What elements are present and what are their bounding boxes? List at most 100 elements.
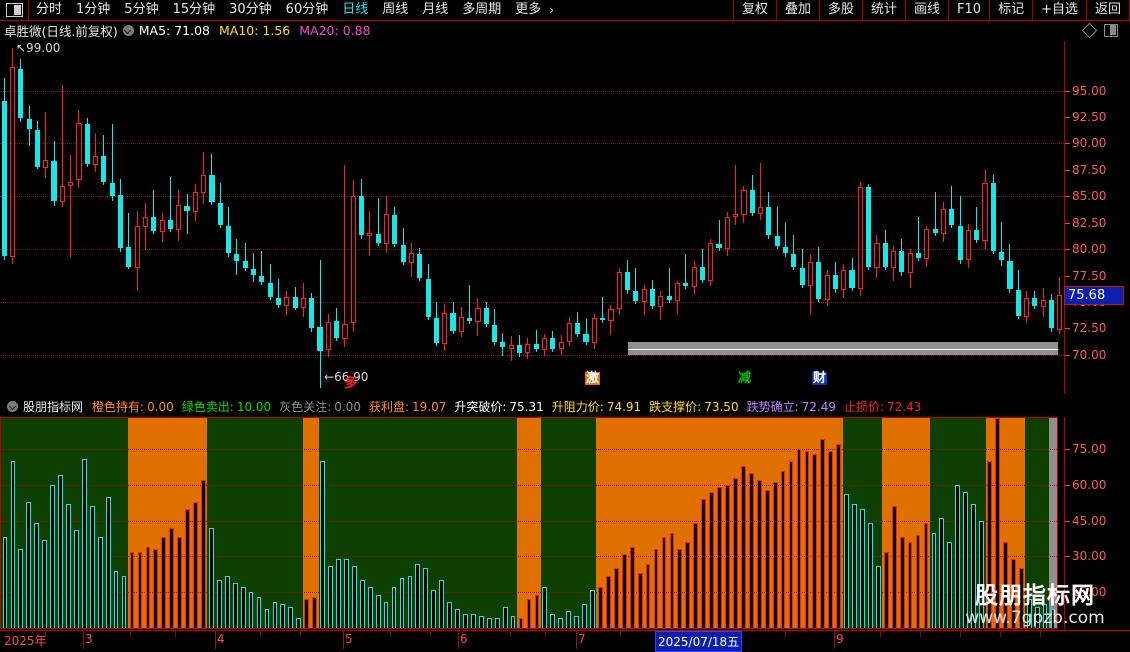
candle-body (683, 283, 689, 287)
volume-bar (653, 549, 659, 628)
period-button-10[interactable]: 更多 (515, 2, 542, 17)
period-button-1[interactable]: 1分钟 (76, 2, 111, 17)
volume-bar (542, 587, 548, 628)
period-button-9[interactable]: 多周期 (462, 2, 502, 17)
period-button-4[interactable]: 30分钟 (229, 2, 272, 17)
chevron-down-circle-icon[interactable] (122, 24, 134, 36)
candle-body (525, 344, 531, 353)
volume-bar (375, 594, 381, 628)
toolbar-action-8[interactable]: 返回 (1094, 2, 1121, 17)
candle-body (375, 234, 381, 243)
candle-body (109, 182, 115, 197)
volume-bar (677, 549, 683, 628)
volume-bar (709, 491, 714, 628)
candle-body (250, 269, 257, 275)
volume-bar (232, 582, 238, 628)
low-price-marker: ←66.90 (324, 369, 369, 384)
toolbar-action-4[interactable]: 画线 (914, 2, 941, 17)
volume-bar (629, 546, 635, 628)
candle-body (284, 296, 290, 307)
period-button-8[interactable]: 月线 (422, 2, 449, 17)
candle-body (857, 186, 863, 290)
volume-bar (844, 494, 849, 628)
volume-bar (177, 537, 182, 628)
candle-body (392, 215, 398, 244)
panel-split-icon[interactable] (6, 3, 23, 17)
indicator-label-0: 橙色持有: (92, 399, 145, 414)
volume-bar (336, 558, 341, 628)
ma5-value: MA5: 71.08 (138, 22, 210, 38)
volume-axis-tick-label: 75.00 (1072, 442, 1107, 457)
candle-body (18, 69, 24, 119)
price-axis-tick-label: 85.00 (1072, 189, 1107, 204)
volume-axis-tick-label: 15.00 (1072, 585, 1107, 600)
volume-bar (201, 480, 206, 628)
volume-gridline (1, 592, 1057, 594)
candle-wick (277, 278, 279, 309)
volume-bar (121, 575, 127, 628)
candle-wick (585, 318, 587, 346)
candle-wick (319, 259, 321, 388)
candle-body (774, 236, 780, 246)
price-chart[interactable]: ↖99.00 ←66.90 多 激 减 财 (0, 42, 1064, 394)
volume-bar (645, 563, 651, 628)
price-axis-tick-label: 80.00 (1072, 242, 1107, 257)
volume-bar (407, 575, 413, 628)
toolbar-action-1[interactable]: 叠加 (784, 2, 811, 17)
toolbar-divider (862, 0, 863, 20)
candle-body (201, 175, 207, 194)
period-button-5[interactable]: 60分钟 (285, 2, 329, 17)
chart-tool-icons (1081, 22, 1118, 39)
candle-wick (785, 222, 787, 257)
candle-body (666, 295, 672, 300)
volume-gridline (1, 556, 1057, 558)
period-button-0[interactable]: 分时 (36, 2, 63, 17)
diamond-icon[interactable] (1081, 22, 1098, 39)
volume-bar (478, 616, 484, 628)
split-square-icon[interactable] (1104, 24, 1118, 37)
period-button-7[interactable]: 周线 (382, 2, 409, 17)
period-button-6[interactable]: 日线 (342, 2, 369, 17)
volume-bar (558, 618, 564, 628)
date-minor-tick (1000, 631, 1001, 637)
indicator-label-5: 升阻力价: (551, 399, 604, 414)
indicator-field-6: 跌支撑价: 73.50 (649, 398, 738, 415)
toolbar-action-0[interactable]: 复权 (741, 2, 768, 17)
candle-wick (128, 213, 130, 270)
candle-body (367, 233, 373, 237)
volume-regime-band (302, 418, 319, 628)
volume-bar (248, 592, 254, 628)
indicator-label-4: 升突破价: (454, 399, 507, 414)
candle-wick (1001, 221, 1003, 267)
volume-chart[interactable] (0, 417, 1058, 629)
toolbar-action-5[interactable]: F10 (957, 2, 982, 17)
price-axis-tick-label: 82.50 (1072, 215, 1107, 230)
candle-wick (70, 155, 72, 257)
candle-wick (469, 285, 471, 325)
candle-body (292, 296, 298, 309)
candle-body (616, 272, 622, 310)
axis-separator (1064, 42, 1065, 394)
candle-wick (793, 235, 795, 271)
period-button-2[interactable]: 5分钟 (124, 2, 159, 17)
candle-body (475, 308, 481, 323)
chevron-right-icon[interactable]: › (549, 3, 555, 17)
toolbar-action-6[interactable]: 标记 (998, 2, 1025, 17)
volume-bar (804, 451, 810, 628)
price-axis-tick-mark (1064, 249, 1070, 251)
candle-body (9, 67, 16, 257)
toolbar-action-7[interactable]: +自选 (1041, 2, 1078, 17)
chevron-down-circle-icon[interactable] (7, 400, 18, 412)
candle-body (383, 214, 390, 244)
toolbar-action-3[interactable]: 统计 (871, 2, 898, 17)
candle-body (915, 253, 922, 258)
candle-body (940, 209, 947, 235)
date-tick (83, 631, 84, 649)
toolbar-action-2[interactable]: 多股 (827, 2, 854, 17)
indicator-field-0: 橙色持有: 0.00 (92, 398, 174, 415)
volume-bar (89, 506, 95, 628)
candle-wick (602, 296, 604, 324)
period-button-3[interactable]: 15分钟 (172, 2, 216, 17)
volume-bar (359, 580, 365, 628)
candle-body (782, 247, 789, 254)
